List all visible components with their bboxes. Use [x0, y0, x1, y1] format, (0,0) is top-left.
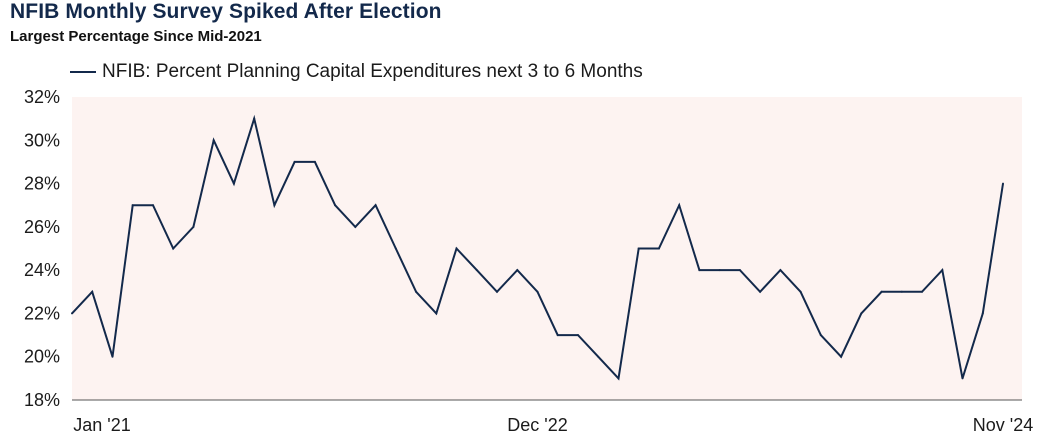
data-point [435, 312, 438, 315]
data-point [536, 290, 539, 293]
data-point [900, 290, 903, 293]
y-tick-label: 20% [24, 347, 60, 367]
data-point [111, 355, 114, 358]
data-point [738, 269, 741, 272]
data-point [921, 290, 924, 293]
data-point [981, 312, 984, 315]
data-point [334, 204, 337, 207]
data-point [617, 377, 620, 380]
data-point [840, 355, 843, 358]
legend-line-swatch [70, 71, 96, 73]
data-point [516, 269, 519, 272]
data-point [880, 290, 883, 293]
data-points [71, 117, 1004, 380]
y-tick-label: 32% [24, 87, 60, 107]
x-tick-label: Dec '22 [507, 415, 567, 435]
data-point [212, 139, 215, 142]
data-point [273, 204, 276, 207]
data-point [313, 160, 316, 163]
data-point [1002, 182, 1004, 185]
data-point [961, 377, 964, 380]
data-point [698, 269, 701, 272]
data-point [71, 312, 73, 315]
data-point [779, 269, 782, 272]
data-point [678, 204, 681, 207]
chart-title: NFIB Monthly Survey Spiked After Electio… [10, 0, 442, 23]
data-point [394, 247, 397, 250]
data-point [151, 204, 154, 207]
data-point [232, 182, 235, 185]
plot-area [72, 97, 1022, 400]
x-axis-ticks: Jan '21 Dec '22 Nov '24 [73, 415, 1033, 435]
data-point [941, 269, 944, 272]
data-point [293, 160, 296, 163]
data-point [455, 247, 458, 250]
legend: NFIB: Percent Planning Capital Expenditu… [70, 60, 643, 84]
data-point [354, 225, 357, 228]
y-tick-label: 24% [24, 260, 60, 280]
data-point [860, 312, 863, 315]
data-point [556, 334, 559, 337]
data-point [496, 290, 499, 293]
y-tick-label: 28% [24, 174, 60, 194]
y-tick-label: 22% [24, 303, 60, 323]
data-point [799, 290, 802, 293]
legend-label: NFIB: Percent Planning Capital Expenditu… [102, 61, 643, 82]
y-axis-ticks: 18% 20% 22% 24% 26% 28% 30% 32% [24, 87, 60, 410]
chart-subtitle: Largest Percentage Since Mid-2021 [10, 28, 262, 45]
data-point [192, 225, 195, 228]
data-point [718, 269, 721, 272]
data-point [415, 290, 418, 293]
data-point [819, 334, 822, 337]
data-point [576, 334, 579, 337]
data-point [637, 247, 640, 250]
x-tick-label: Jan '21 [73, 415, 130, 435]
data-point [253, 117, 256, 120]
data-point [131, 204, 134, 207]
data-point [759, 290, 762, 293]
data-point [657, 247, 660, 250]
data-point [597, 355, 600, 358]
x-tick-label: Nov '24 [973, 415, 1033, 435]
y-tick-label: 26% [24, 217, 60, 237]
y-tick-label: 18% [24, 390, 60, 410]
data-point [172, 247, 175, 250]
data-point [374, 204, 377, 207]
y-tick-label: 30% [24, 130, 60, 150]
data-point [91, 290, 94, 293]
data-point [475, 269, 478, 272]
